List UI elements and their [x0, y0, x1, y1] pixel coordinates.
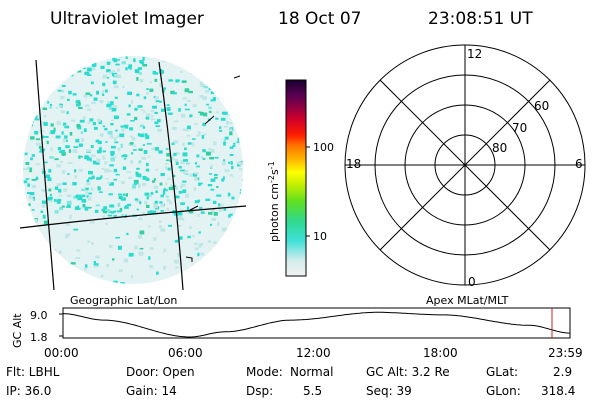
status-gc-alt: GC Alt: 3.2 Re [366, 365, 450, 379]
status-seq: Seq: 39 [366, 384, 412, 398]
mlt-label-0: 0 [468, 275, 476, 289]
geographic-grid [19, 59, 247, 291]
status-flt: Flt: LBHL [6, 365, 60, 379]
mlat-label-80: 80 [492, 141, 507, 155]
apex-panel-label: Apex MLat/MLT [426, 294, 509, 307]
mlt-label-12: 12 [467, 47, 482, 61]
header-date: 18 Oct 07 [278, 9, 361, 29]
status-glon-value: 318.4 [541, 384, 575, 398]
colorbar: 100 10 photon cm-2s-1 [267, 79, 334, 277]
status-dsp-label: Dsp: [246, 384, 273, 398]
coastline-fragments [185, 75, 241, 262]
timeline-xtick-1800: 18:00 [423, 346, 458, 360]
timeline-xtick-2359: 23:59 [548, 346, 583, 360]
mlat-label-70: 70 [512, 121, 527, 135]
colorbar-label: photon cm-2s-1 [267, 161, 281, 242]
status-glat-value: 2.9 [553, 365, 572, 379]
status-mode-value: Normal [290, 365, 333, 379]
app-title: Ultraviolet Imager [50, 9, 204, 29]
header-time: 23:08:51 UT [428, 9, 533, 29]
timeline-ylabel: GC Alt [11, 313, 24, 348]
mlat-label-60: 60 [534, 99, 549, 113]
polar-plot [344, 44, 586, 286]
geographic-image [19, 56, 247, 291]
altitude-timeline: GC Alt 9.0 1.8 00:00 06:00 12:00 18:00 2… [11, 307, 583, 360]
colorbar-tick-10: 10 [313, 230, 327, 243]
geographic-panel-label: Geographic Lat/Lon [70, 294, 177, 307]
timeline-ytick-max: 9.0 [30, 309, 48, 322]
timeline-ytick-min: 1.8 [30, 331, 48, 344]
polar-labels: 12 6 0 18 60 70 80 [346, 47, 583, 289]
mlt-label-18: 18 [346, 157, 361, 171]
status-gain: Gain: 14 [126, 384, 177, 398]
timeline-xtick-0600: 06:00 [168, 346, 203, 360]
mlt-label-6: 6 [575, 157, 583, 171]
status-glon-label: GLon: [486, 384, 521, 398]
colorbar-tick-100: 100 [313, 141, 334, 154]
timeline-xtick-1200: 12:00 [296, 346, 331, 360]
status-ip: IP: 36.0 [6, 384, 51, 398]
altitude-curve [62, 311, 571, 338]
status-dsp-value: 5.5 [303, 384, 322, 398]
status-glat-label: GLat: [486, 365, 518, 379]
timeline-xtick-0000: 00:00 [44, 346, 79, 360]
status-mode-label: Mode: [246, 365, 283, 379]
status-block: Flt: LBHL IP: 36.0 Door: Open Gain: 14 M… [6, 365, 575, 398]
status-door: Door: Open [126, 365, 195, 379]
